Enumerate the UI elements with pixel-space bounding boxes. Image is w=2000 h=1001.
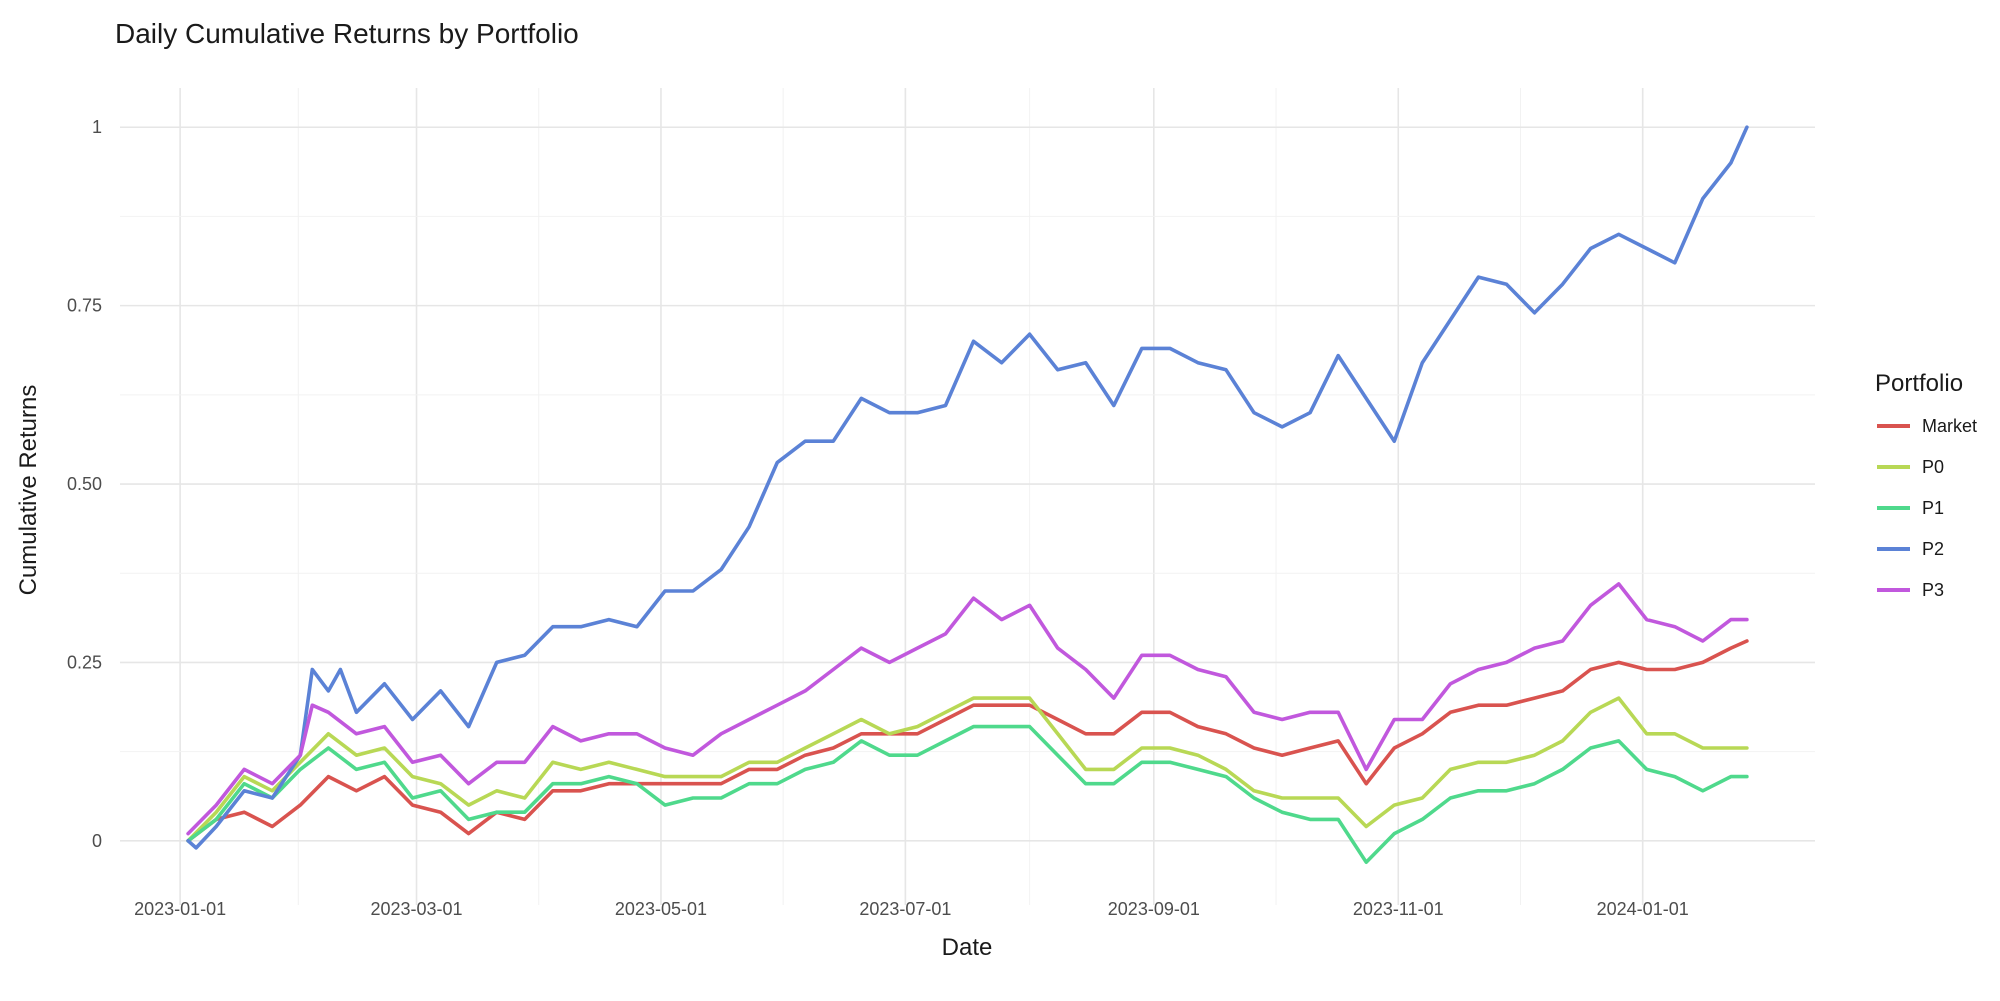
x-axis-ticks: 2023-01-01 2023-03-01 2023-05-01 2023-07-01… xyxy=(134,899,1689,919)
x-tick-label: 2023-05-01 xyxy=(615,899,707,919)
x-tick-label: 2023-03-01 xyxy=(370,899,462,919)
y-tick-label: 0.75 xyxy=(67,296,102,316)
y-tick-label: 0 xyxy=(92,831,102,851)
y-tick-label: 1 xyxy=(92,117,102,137)
x-tick-label: 2024-01-01 xyxy=(1597,899,1689,919)
series-line-market xyxy=(186,639,1749,843)
series-line-p0 xyxy=(186,696,1749,843)
legend-label-market: Market xyxy=(1922,416,1977,436)
chart-title: Daily Cumulative Returns by Portfolio xyxy=(115,18,579,49)
legend-label-p1: P1 xyxy=(1922,498,1944,518)
legend-label-p2: P2 xyxy=(1922,539,1944,559)
legend-title: Portfolio xyxy=(1875,370,1963,397)
series-line-p3 xyxy=(186,582,1749,836)
y-axis-title: Cumulative Returns xyxy=(15,385,42,596)
y-tick-label: 0.25 xyxy=(67,652,102,672)
x-tick-label: 2023-07-01 xyxy=(859,899,951,919)
legend-label-p3: P3 xyxy=(1922,580,1944,600)
legend: Portfolio Market P0 P1 P2 P3 xyxy=(1875,370,1977,600)
x-tick-label: 2023-09-01 xyxy=(1108,899,1200,919)
series-lines xyxy=(186,125,1749,865)
series-line-p1 xyxy=(186,724,1749,865)
plot-panel-grid xyxy=(120,88,1815,905)
x-axis-title: Date xyxy=(942,934,993,961)
y-axis-ticks: 0 0.25 0.50 0.75 1 xyxy=(67,117,102,851)
x-tick-label: 2023-11-01 xyxy=(1353,899,1444,919)
legend-label-p0: P0 xyxy=(1922,457,1944,477)
legend-items: Market P0 P1 P2 P3 xyxy=(1877,416,1977,600)
y-tick-label: 0.50 xyxy=(67,474,102,494)
series-line-p2 xyxy=(186,125,1749,850)
x-tick-label: 2023-01-01 xyxy=(134,899,226,919)
